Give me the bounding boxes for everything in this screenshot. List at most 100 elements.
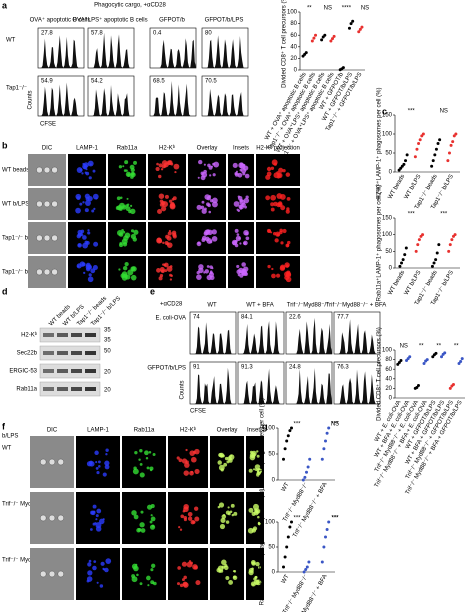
signal (130, 274, 137, 281)
signal (252, 468, 256, 471)
data-point (286, 434, 290, 438)
column-header: H2-Kᵇ projection (256, 145, 300, 152)
signal (186, 561, 193, 568)
micrograph (256, 222, 300, 254)
signal (94, 450, 99, 456)
signal (248, 468, 253, 473)
data-point (301, 478, 305, 482)
signal (131, 574, 136, 579)
data-point (351, 19, 355, 23)
signal (225, 576, 230, 580)
signal (85, 171, 90, 176)
signal (204, 229, 210, 236)
signal (225, 520, 230, 524)
signal (201, 208, 207, 214)
signal (122, 230, 126, 234)
panel-title: +αCD28 (160, 302, 183, 308)
signal (211, 236, 218, 242)
data-point (417, 142, 421, 145)
signal (257, 515, 260, 519)
significance: *** (440, 212, 448, 218)
signal (178, 526, 181, 529)
signal (230, 503, 235, 508)
column-header: H2-Kᵇ (180, 427, 197, 434)
y-tick-label: 60 (385, 367, 392, 373)
column-header: DIC (47, 428, 58, 434)
signal (217, 460, 222, 465)
data-point (448, 386, 452, 390)
y-tick-label: 0 (272, 478, 276, 484)
gate-value: 91 (193, 365, 200, 371)
signal (140, 510, 144, 514)
histogram-trace (150, 81, 196, 116)
signal (276, 202, 281, 208)
data-point (403, 253, 407, 257)
signal (81, 262, 86, 267)
data-point (451, 140, 455, 144)
micrograph (148, 154, 186, 186)
signal (169, 273, 172, 277)
signal (92, 193, 99, 200)
signal (286, 196, 291, 201)
data-point (312, 36, 316, 40)
signal (245, 195, 249, 199)
data-point (320, 38, 324, 42)
gate-value: 91.3 (241, 365, 253, 371)
data-point (329, 39, 333, 43)
data-point (449, 143, 453, 147)
signal (158, 276, 163, 281)
signal (239, 242, 242, 245)
bead (48, 570, 56, 578)
signal (219, 523, 226, 530)
signal (236, 269, 242, 275)
signal (239, 273, 244, 278)
data-point (307, 560, 311, 564)
condition: b/LPS (2, 434, 18, 440)
signal (211, 197, 218, 204)
signal (201, 235, 207, 241)
data-point (399, 359, 403, 363)
signal (233, 511, 238, 516)
signal (149, 524, 156, 530)
bead (36, 166, 43, 174)
signal (125, 171, 132, 177)
signal (150, 516, 156, 522)
data-point (282, 457, 285, 461)
signal (122, 165, 125, 168)
significance: *** (331, 516, 339, 522)
significance: ** (307, 6, 312, 12)
significance: **** (342, 6, 352, 12)
row-label: Tap1⁻/⁻ beads (2, 236, 41, 242)
column-header: Trif⁻/⁻Myd88⁻/⁻ (287, 303, 329, 309)
signal (87, 570, 93, 576)
signal (166, 235, 172, 241)
bead (43, 234, 51, 242)
signal (116, 205, 123, 211)
blot-band (57, 369, 68, 373)
data-point (357, 30, 361, 34)
signal (95, 461, 98, 464)
signal (174, 170, 177, 174)
signal (130, 204, 133, 207)
data-point (323, 33, 327, 37)
signal (251, 567, 254, 571)
y-axis-label: Divided CD8⁺ T cell precursors (%) (376, 327, 383, 421)
micrograph (210, 548, 244, 600)
micrograph (68, 222, 106, 254)
signal (123, 169, 127, 172)
signal (83, 162, 89, 168)
signal (86, 461, 93, 467)
signal (148, 450, 152, 454)
signal (130, 229, 135, 233)
micrograph (246, 548, 264, 600)
histogram-trace (202, 88, 248, 116)
signal (178, 458, 183, 463)
significance: NS (361, 6, 369, 12)
data-point (349, 22, 353, 26)
signal (221, 514, 227, 519)
mw-marker: 20 (104, 388, 111, 394)
blot-band (43, 387, 54, 391)
signal (274, 238, 279, 243)
data-point (320, 560, 324, 564)
signal (252, 583, 255, 586)
